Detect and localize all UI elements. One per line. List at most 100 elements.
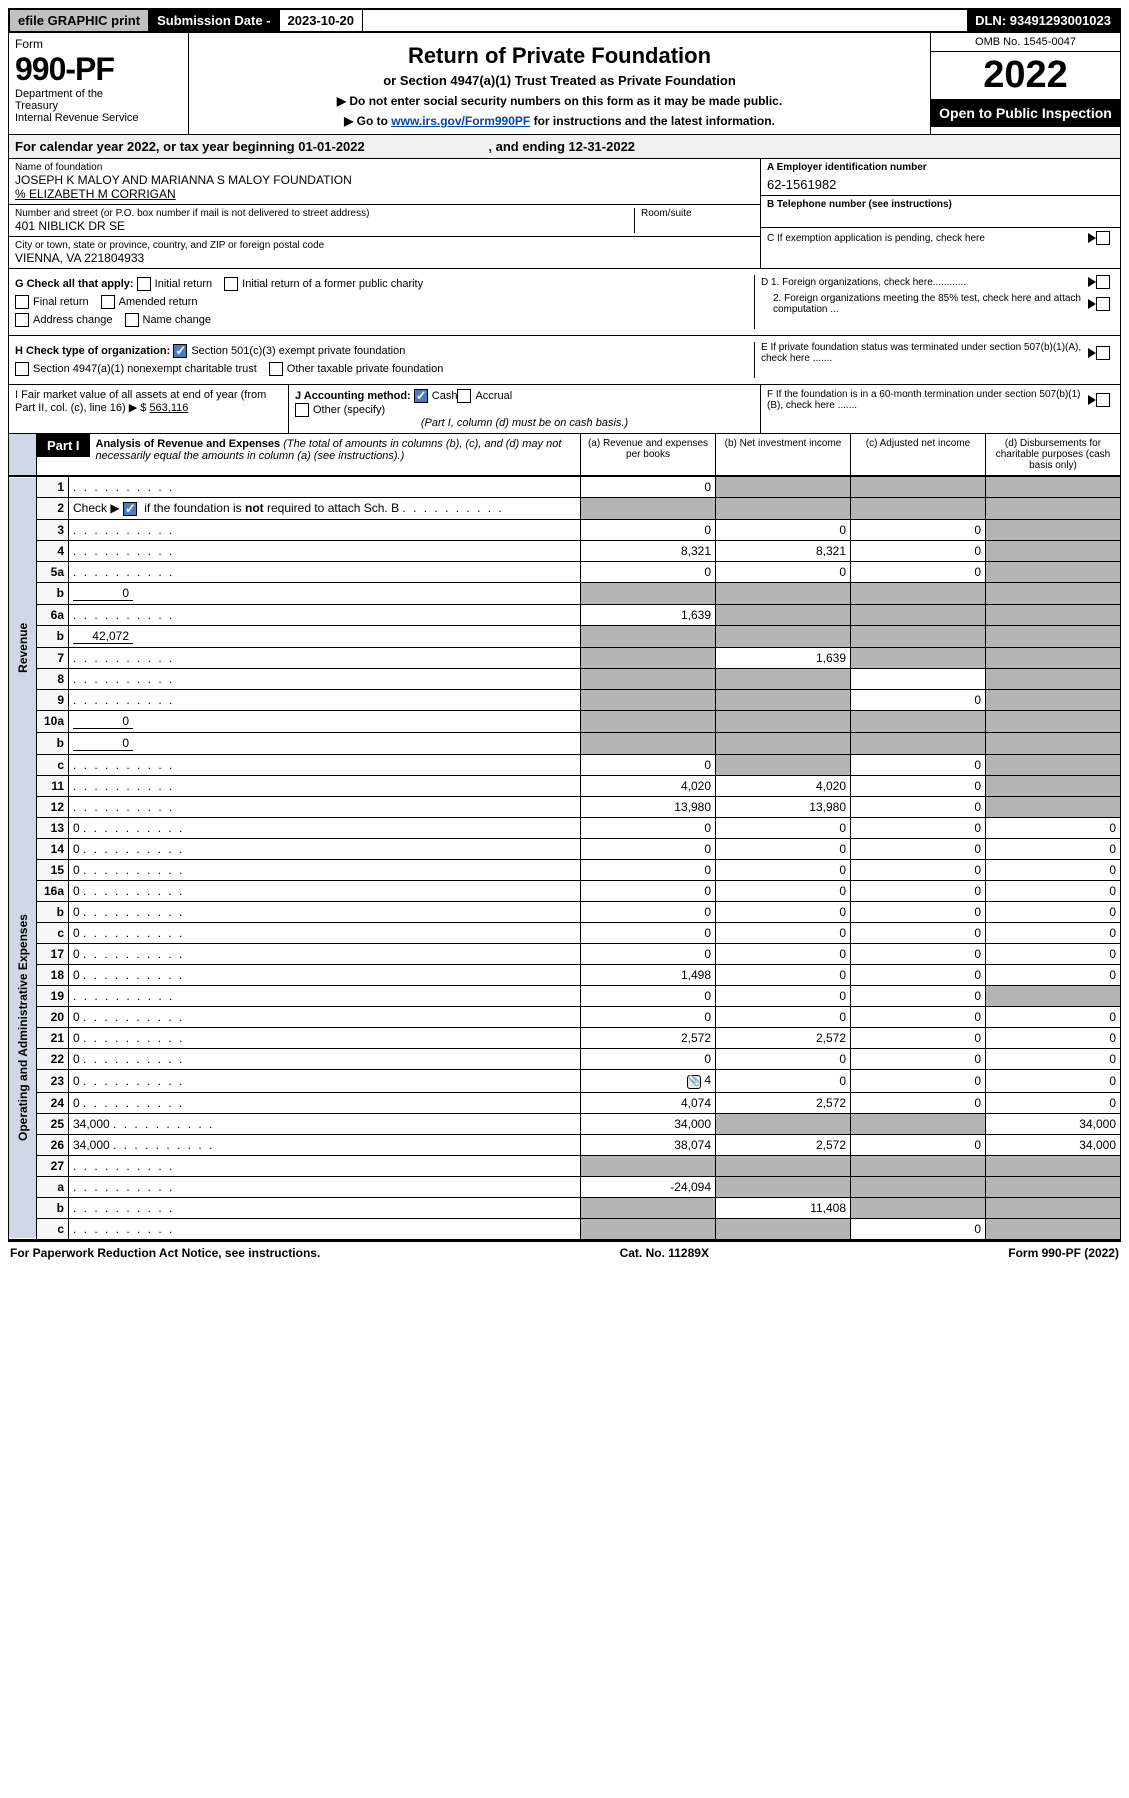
j-section: J Accounting method: CashAccrualOther (s…	[289, 385, 760, 433]
table-row: 7 1,639	[9, 647, 1121, 668]
col-a-value	[581, 689, 716, 710]
col-a-value: 0	[581, 901, 716, 922]
line-description: 0	[69, 710, 581, 732]
col-b-value: 4,020	[716, 775, 851, 796]
col-a-value	[581, 647, 716, 668]
col-a-value: 0	[581, 519, 716, 540]
part1-columns: (a) Revenue and expenses per books (b) N…	[580, 434, 1120, 475]
j-checkbox[interactable]	[457, 389, 471, 403]
schb-checkbox[interactable]	[123, 502, 137, 516]
analysis-table: Revenue1 02Check ▶ if the foundation is …	[8, 476, 1121, 1240]
j-checkbox[interactable]	[414, 389, 428, 403]
table-row: 8	[9, 668, 1121, 689]
col-c-value: 0	[851, 561, 986, 582]
h-checkbox[interactable]	[173, 344, 187, 358]
col-d-value	[986, 732, 1121, 754]
line-number: b	[37, 732, 69, 754]
col-a-value: 0	[581, 1048, 716, 1069]
exemption-checkbox[interactable]	[1096, 231, 1110, 245]
d1-checkbox[interactable]	[1096, 275, 1110, 289]
form-title: Return of Private Foundation	[199, 43, 920, 69]
table-row: 2634,000 38,0742,572034,000	[9, 1134, 1121, 1155]
col-c-value: 0	[851, 901, 986, 922]
f-section: F If the foundation is in a 60-month ter…	[760, 385, 1120, 433]
col-b-value: 2,572	[716, 1027, 851, 1048]
col-c-value: 0	[851, 1134, 986, 1155]
col-c-value	[851, 1113, 986, 1134]
g-checkbox[interactable]	[224, 277, 238, 291]
table-row: b 0	[9, 732, 1121, 754]
line-number: 21	[37, 1027, 69, 1048]
col-b-value: 11,408	[716, 1197, 851, 1218]
col-d-value	[986, 710, 1121, 732]
table-row: 11 4,0204,0200	[9, 775, 1121, 796]
g-checkbox[interactable]	[125, 313, 139, 327]
table-row: 16a0 0000	[9, 880, 1121, 901]
col-b-value	[716, 710, 851, 732]
col-b-value: 13,980	[716, 796, 851, 817]
attachment-icon[interactable]: 📎	[687, 1075, 701, 1089]
line-description: 34,000	[69, 1134, 581, 1155]
col-a-value: 📎 4	[581, 1069, 716, 1092]
line-number: 26	[37, 1134, 69, 1155]
f-checkbox[interactable]	[1096, 393, 1110, 407]
tax-year: 2022	[931, 52, 1120, 99]
col-c-value	[851, 498, 986, 520]
col-d-value: 0	[986, 817, 1121, 838]
h-checkbox[interactable]	[15, 362, 29, 376]
col-d-value	[986, 1218, 1121, 1239]
col-c-value: 0	[851, 1069, 986, 1092]
entity-left: Name of foundation JOSEPH K MALOY AND MA…	[9, 159, 760, 268]
line-description: 0	[69, 880, 581, 901]
table-row: a -24,094	[9, 1176, 1121, 1197]
col-b-value	[716, 668, 851, 689]
col-a-value: 0	[581, 561, 716, 582]
g-checkbox[interactable]	[101, 295, 115, 309]
g-option: Initial return of a former public charit…	[224, 277, 423, 291]
line-description	[69, 561, 581, 582]
g-check-row: G Check all that apply: Initial returnIn…	[8, 269, 1121, 336]
e-checkbox[interactable]	[1096, 346, 1110, 360]
h-checkbox[interactable]	[269, 362, 283, 376]
j-option: Cash	[414, 390, 458, 402]
line-number: 19	[37, 985, 69, 1006]
col-b-value	[716, 1113, 851, 1134]
part1-header-row: Part I Analysis of Revenue and Expenses …	[8, 434, 1121, 476]
col-d-value	[986, 604, 1121, 625]
inline-value: 0	[73, 586, 133, 601]
col-a-value: 0	[581, 838, 716, 859]
line-number: c	[37, 922, 69, 943]
g-option: Name change	[125, 313, 212, 327]
line-number: 8	[37, 668, 69, 689]
col-c-value: 0	[851, 964, 986, 985]
col-b-value: 0	[716, 985, 851, 1006]
table-row: 240 4,0742,57200	[9, 1092, 1121, 1113]
col-a-value: -24,094	[581, 1176, 716, 1197]
col-a-value: 0	[581, 1006, 716, 1027]
col-b-value	[716, 604, 851, 625]
line-number: c	[37, 754, 69, 775]
col-b-value	[716, 1176, 851, 1197]
line-number: 23	[37, 1069, 69, 1092]
col-c-value: 0	[851, 922, 986, 943]
triangle-icon	[1088, 233, 1096, 243]
g-checkbox[interactable]	[137, 277, 151, 291]
dln: DLN: 93491293001023	[967, 10, 1119, 31]
line-number: 9	[37, 689, 69, 710]
col-d-value: 0	[986, 901, 1121, 922]
line-description: Check ▶ if the foundation is not require…	[69, 498, 581, 520]
g-checkbox[interactable]	[15, 313, 29, 327]
j-checkbox[interactable]	[295, 403, 309, 417]
line-description: 0	[69, 1048, 581, 1069]
irs-link[interactable]: www.irs.gov/Form990PF	[391, 114, 530, 128]
col-c-value	[851, 732, 986, 754]
line-description: 0	[69, 732, 581, 754]
g-checkbox[interactable]	[15, 295, 29, 309]
d2-checkbox[interactable]	[1096, 297, 1110, 311]
col-d-value	[986, 985, 1121, 1006]
col-d-value	[986, 561, 1121, 582]
col-c-value: 0	[851, 1006, 986, 1027]
table-row: c 00	[9, 754, 1121, 775]
line-description: 0	[69, 901, 581, 922]
col-a-value: 0	[581, 943, 716, 964]
